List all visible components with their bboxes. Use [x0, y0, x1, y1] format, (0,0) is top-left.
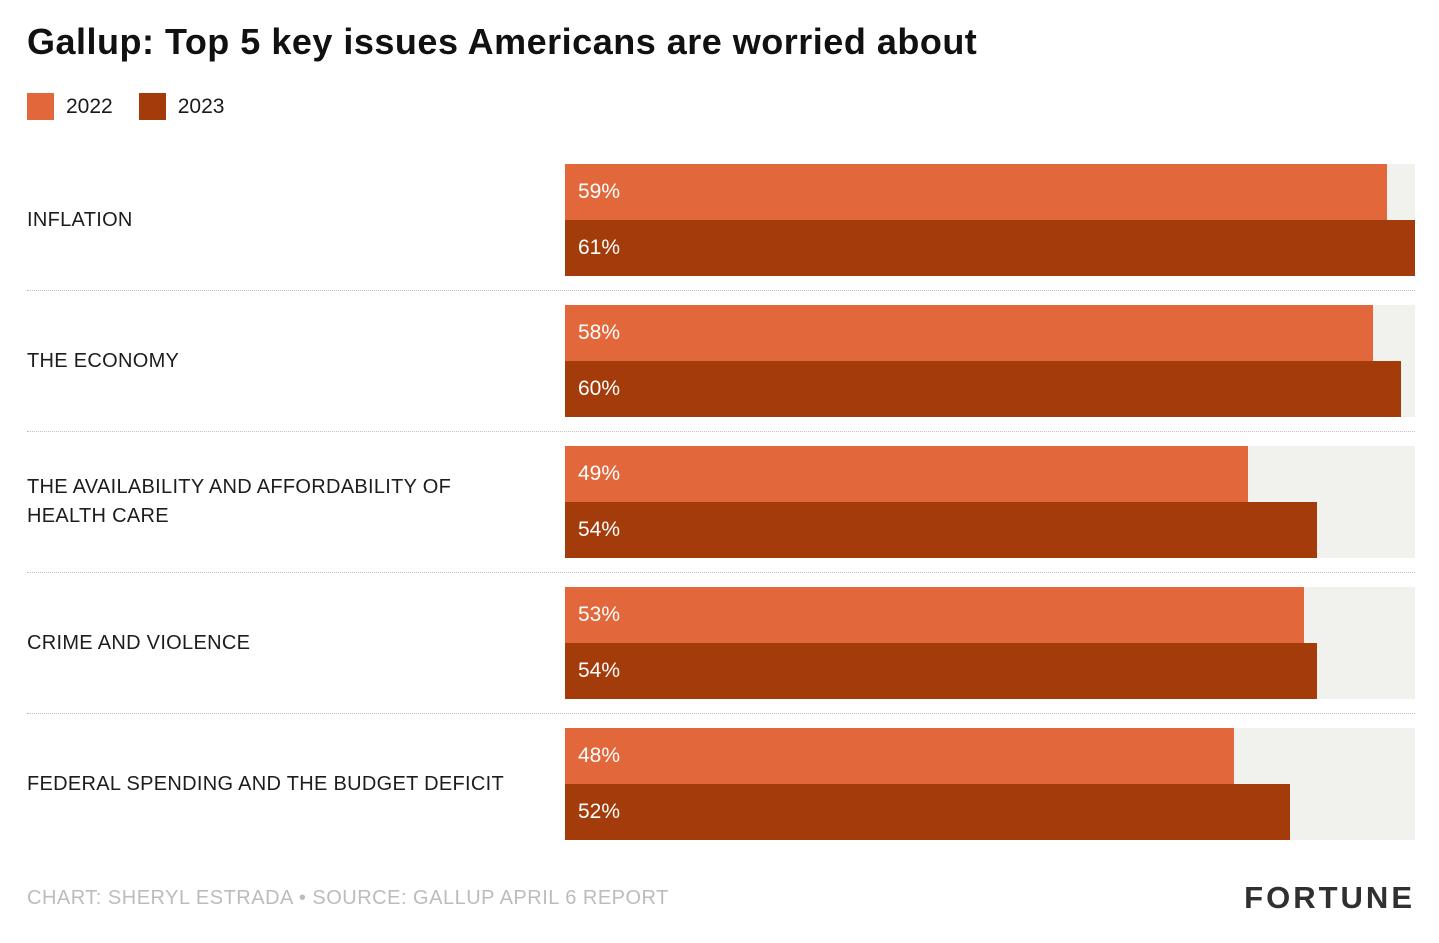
bar-value-label: 59%	[578, 180, 621, 204]
bar-value-label: 54%	[578, 659, 621, 683]
chart-rows: INFLATION 59% 61% THE ECONOMY 58% 60% THE AVAI…	[27, 150, 1415, 854]
bar-2023: 52%	[565, 784, 1290, 841]
chart-row: FEDERAL SPENDING AND THE BUDGET DEFICIT 4…	[27, 713, 1415, 854]
chart-title: Gallup: Top 5 key issues Americans are w…	[27, 21, 978, 62]
bar-value-label: 48%	[578, 744, 621, 768]
bar-2023: 54%	[565, 502, 1318, 559]
legend-label-2022: 2022	[66, 94, 113, 118]
bar-value-label: 52%	[578, 800, 621, 824]
bar-2022: 48%	[565, 728, 1234, 785]
bar-2023: 54%	[565, 643, 1318, 700]
category-label: THE ECONOMY	[27, 349, 180, 372]
fortune-logo: FORTUNE	[1244, 880, 1415, 916]
bar-track: 58% 60%	[565, 305, 1415, 418]
legend-swatch-2022	[27, 93, 54, 121]
bar-value-label: 61%	[578, 236, 621, 260]
bar-track: 48% 52%	[565, 728, 1415, 841]
bar-value-label: 60%	[578, 377, 621, 401]
chart-row: INFLATION 59% 61%	[27, 150, 1415, 290]
chart-legend: 2022 2023	[27, 93, 1415, 121]
legend-item-2022: 2022	[27, 93, 113, 121]
legend-item-2023: 2023	[138, 93, 225, 121]
bar-2022: 58%	[565, 305, 1374, 362]
bar-track: 59% 61%	[565, 164, 1415, 277]
bar-value-label: 54%	[578, 518, 621, 542]
category-label: FEDERAL SPENDING AND THE BUDGET DEFICIT	[27, 772, 504, 795]
bar-track: 49% 54%	[565, 446, 1415, 559]
bar-2022: 53%	[565, 587, 1304, 644]
category-label: THE AVAILABILITY AND AFFORDABILITY OF HE…	[27, 476, 452, 528]
bar-value-label: 58%	[578, 321, 621, 345]
category-label: INFLATION	[27, 208, 133, 231]
chart-footer: CHART: SHERYL ESTRADA • SOURCE: GALLUP A…	[27, 880, 1415, 916]
legend-swatch-2023	[138, 93, 166, 121]
chart-row: CRIME AND VIOLENCE 53% 54%	[27, 572, 1415, 713]
bar-2023: 60%	[565, 361, 1402, 418]
bar-2022: 49%	[565, 446, 1248, 503]
bar-2023: 61%	[565, 220, 1415, 277]
bar-value-label: 53%	[578, 603, 621, 627]
category-label: CRIME AND VIOLENCE	[27, 631, 251, 654]
bar-2022: 59%	[565, 164, 1388, 221]
credit-line: CHART: SHERYL ESTRADA • SOURCE: GALLUP A…	[27, 886, 669, 909]
chart-row: THE AVAILABILITY AND AFFORDABILITY OF HE…	[27, 431, 1415, 572]
bar-track: 53% 54%	[565, 587, 1415, 700]
bar-value-label: 49%	[578, 462, 621, 486]
chart-row: THE ECONOMY 58% 60%	[27, 290, 1415, 431]
legend-label-2023: 2023	[177, 94, 225, 118]
